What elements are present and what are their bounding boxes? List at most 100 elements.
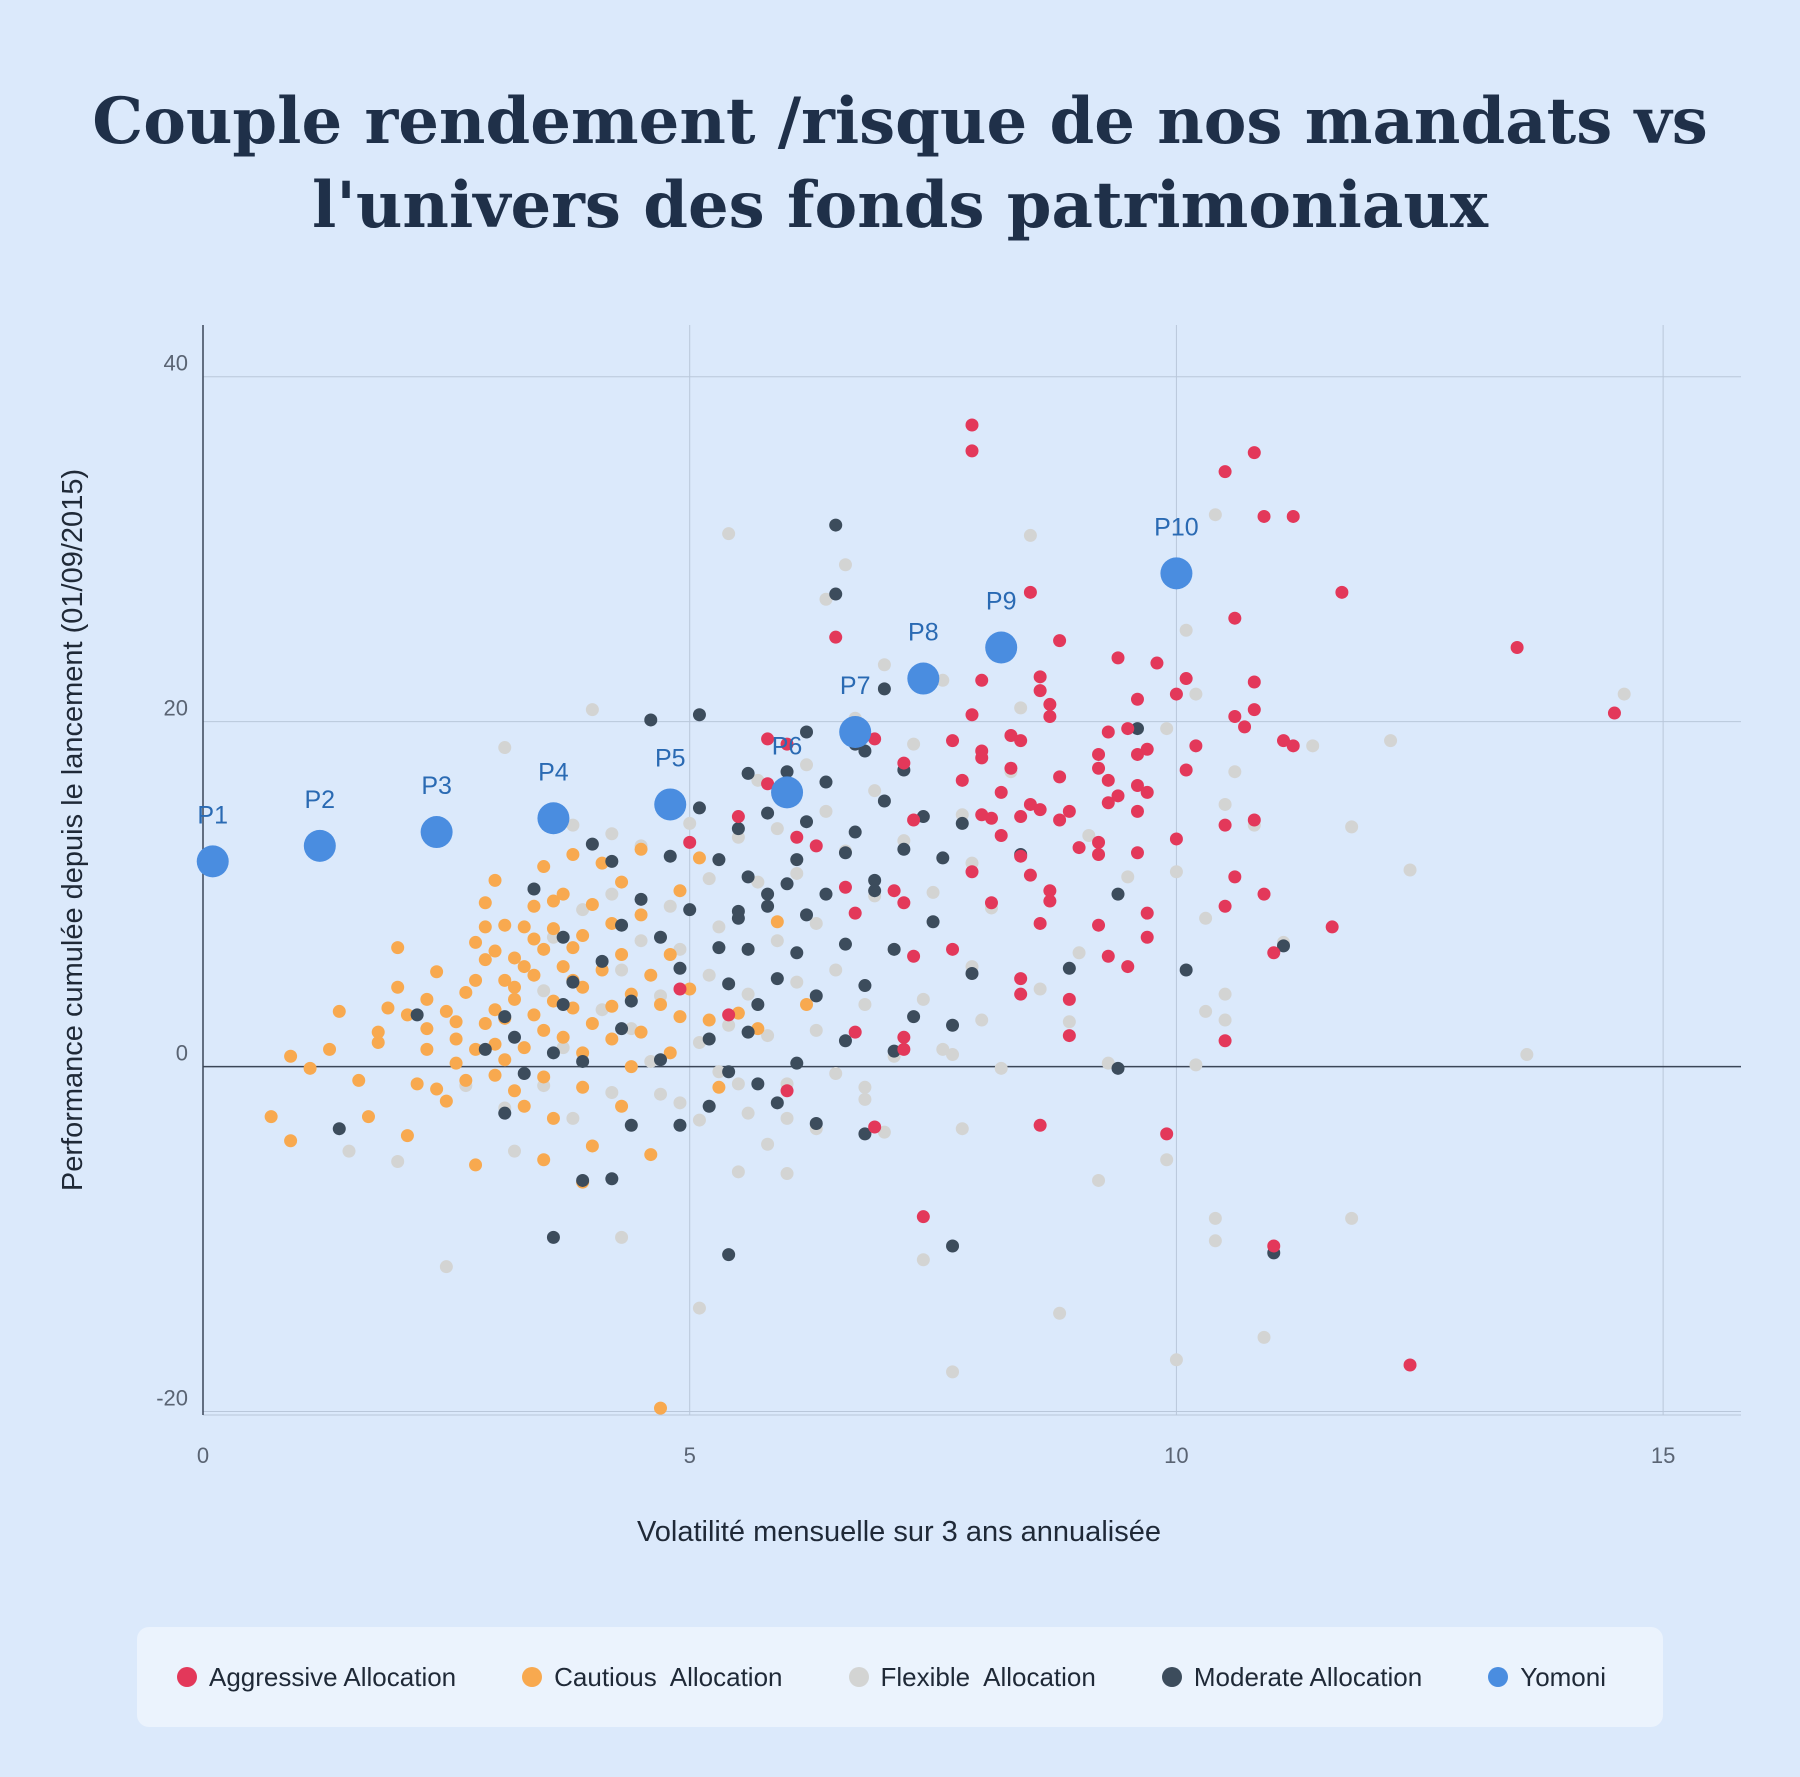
moderate-allocation-point [800, 815, 814, 829]
flexible-allocation-point [391, 1154, 405, 1168]
flexible-allocation-point [1218, 797, 1232, 811]
aggressive-allocation-point [1130, 778, 1144, 792]
flexible-allocation-point [770, 934, 784, 948]
yomoni-point-p5 [654, 788, 687, 821]
flexible-allocation-point [800, 758, 814, 772]
aggressive-allocation-point [1257, 509, 1271, 523]
moderate-allocation-point [683, 903, 697, 917]
aggressive-allocation-point [1140, 785, 1154, 799]
legend-marker [848, 1667, 869, 1687]
moderate-allocation-point [858, 979, 872, 993]
cautious-allocation-point [712, 1080, 726, 1094]
moderate-allocation-point [877, 682, 891, 696]
moderate-allocation-point [722, 1248, 736, 1262]
cautious-allocation-point [469, 935, 483, 949]
moderate-allocation-point [770, 1096, 784, 1110]
cautious-allocation-point [352, 1073, 366, 1087]
yomoni-point-p3 [420, 816, 453, 849]
flexible-allocation-point [819, 804, 833, 818]
moderate-allocation-point [819, 887, 833, 901]
flexible-allocation-point [741, 987, 755, 1001]
moderate-allocation-point [654, 930, 668, 944]
moderate-allocation-point [741, 1025, 755, 1039]
cautious-allocation-point [566, 941, 580, 955]
aggressive-allocation-point [1325, 920, 1339, 934]
legend-item-moderate-allocation[interactable]: Moderate Allocation [1161, 1661, 1423, 1693]
flexible-allocation-point [780, 1111, 794, 1125]
moderate-allocation-point [829, 518, 843, 532]
flexible-allocation-point [955, 1122, 969, 1136]
flexible-allocation-point [1082, 829, 1096, 843]
moderate-allocation-point [780, 765, 794, 779]
moderate-allocation-point [751, 1077, 765, 1091]
aggressive-allocation-point [722, 1008, 736, 1022]
aggressive-allocation-point [1092, 847, 1106, 861]
aggressive-allocation-point [780, 1084, 794, 1098]
cautious-allocation-point [731, 1006, 745, 1020]
cautious-allocation-point [439, 1004, 453, 1018]
moderate-allocation-point [809, 1117, 823, 1131]
cautious-allocation-point [459, 985, 473, 999]
aggressive-allocation-point [975, 751, 989, 765]
x-tick-label: 15 [1651, 1443, 1675, 1468]
cautious-allocation-point [517, 960, 531, 974]
cautious-allocation-point [430, 1082, 444, 1096]
legend-label: Yomoni [1520, 1661, 1607, 1692]
moderate-allocation-point [1179, 963, 1193, 977]
flexible-allocation-point [615, 963, 629, 977]
flexible-allocation-point [819, 592, 833, 606]
moderate-allocation-point [897, 842, 911, 856]
cautious-allocation-point [770, 915, 784, 929]
aggressive-allocation-point [1092, 835, 1106, 849]
aggressive-allocation-point [1247, 446, 1261, 460]
flexible-allocation-point [1384, 734, 1398, 748]
moderate-allocation-point [741, 942, 755, 956]
aggressive-allocation-point [673, 982, 687, 996]
cautious-allocation-point [615, 1099, 629, 1113]
aggressive-allocation-point [1043, 894, 1057, 908]
aggressive-allocation-point [848, 1025, 862, 1039]
moderate-allocation-point [624, 1118, 638, 1132]
yomoni-point-p6 [771, 776, 804, 809]
legend-label: Moderate Allocation [1193, 1661, 1423, 1692]
legend-item-aggressive-allocation[interactable]: Aggressive Allocation [177, 1662, 456, 1693]
moderate-allocation-point [770, 972, 784, 986]
moderate-allocation-point [800, 725, 814, 739]
aggressive-allocation-point [984, 896, 998, 910]
legend-marker [177, 1667, 197, 1687]
cautious-allocation-point [537, 1023, 551, 1037]
cautious-allocation-point [507, 992, 521, 1006]
moderate-allocation-point [546, 1046, 560, 1060]
flexible-allocation-point [566, 818, 580, 832]
moderate-allocation-point [556, 930, 570, 944]
aggressive-allocation-point [897, 1042, 911, 1056]
aggressive-allocation-point [1179, 763, 1193, 777]
legend-item-cautious-allocation[interactable]: Cautious Allocation [522, 1662, 783, 1693]
moderate-allocation-point [615, 918, 629, 932]
aggressive-allocation-point [984, 811, 998, 825]
cautious-allocation-point [634, 1025, 648, 1039]
cautious-allocation-point [556, 887, 570, 901]
legend-item-yomoni[interactable]: Yomoni [1488, 1662, 1606, 1693]
flexible-allocation-point [605, 827, 619, 841]
legend-item-flexible-allocation[interactable]: Flexible Allocation [848, 1662, 1096, 1693]
moderate-allocation-point [507, 1030, 521, 1044]
flexible-allocation-point [731, 1077, 745, 1091]
cautious-allocation-point [644, 968, 658, 982]
chart-grid [203, 325, 1741, 1415]
cautious-allocation-point [527, 1008, 541, 1022]
yomoni-point-label: P7 [840, 672, 871, 700]
flexible-allocation-point [439, 1260, 453, 1274]
yomoni-point-label: P1 [197, 801, 228, 829]
cautious-allocation-point [634, 908, 648, 922]
moderate-allocation-point [868, 884, 882, 898]
flexible-allocation-point [916, 992, 930, 1006]
moderate-allocation-point [673, 1118, 687, 1132]
flexible-allocation-point [1072, 946, 1086, 960]
aggressive-allocation-point [1247, 813, 1261, 827]
moderate-allocation-point [634, 892, 648, 906]
cautious-allocation-point [615, 948, 629, 962]
moderate-allocation-point [498, 1106, 512, 1120]
aggressive-allocation-point [1140, 906, 1154, 920]
moderate-allocation-point [1062, 961, 1076, 975]
